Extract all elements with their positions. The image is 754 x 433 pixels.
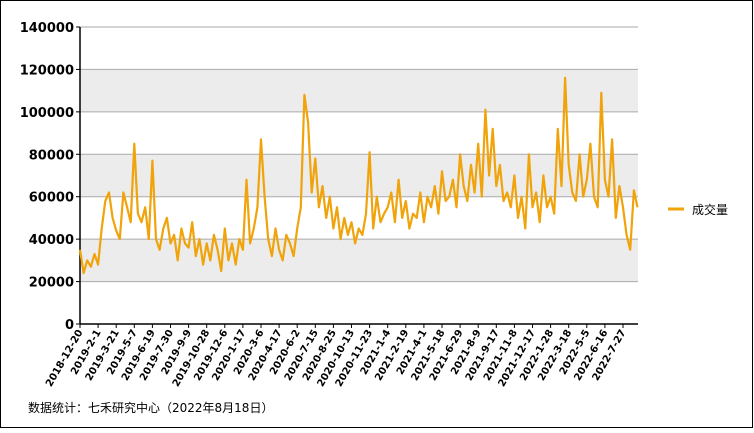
y-tick-label: 0 [65, 318, 74, 333]
y-tick-label: 80000 [29, 148, 74, 163]
y-tick-label: 60000 [29, 191, 74, 206]
y-tick-label: 100000 [20, 106, 74, 121]
y-tick-label: 40000 [29, 233, 74, 248]
y-tick-label: 140000 [20, 21, 74, 36]
grid-band [80, 239, 638, 282]
y-tick-label: 20000 [29, 276, 74, 291]
y-tick-label: 120000 [20, 63, 74, 78]
legend-label: 成交量 [692, 202, 728, 217]
source-note: 数据统计：七禾研究中心（2022年8月18日） [28, 400, 273, 415]
grid-band [80, 69, 638, 112]
series-line [78, 76, 639, 275]
